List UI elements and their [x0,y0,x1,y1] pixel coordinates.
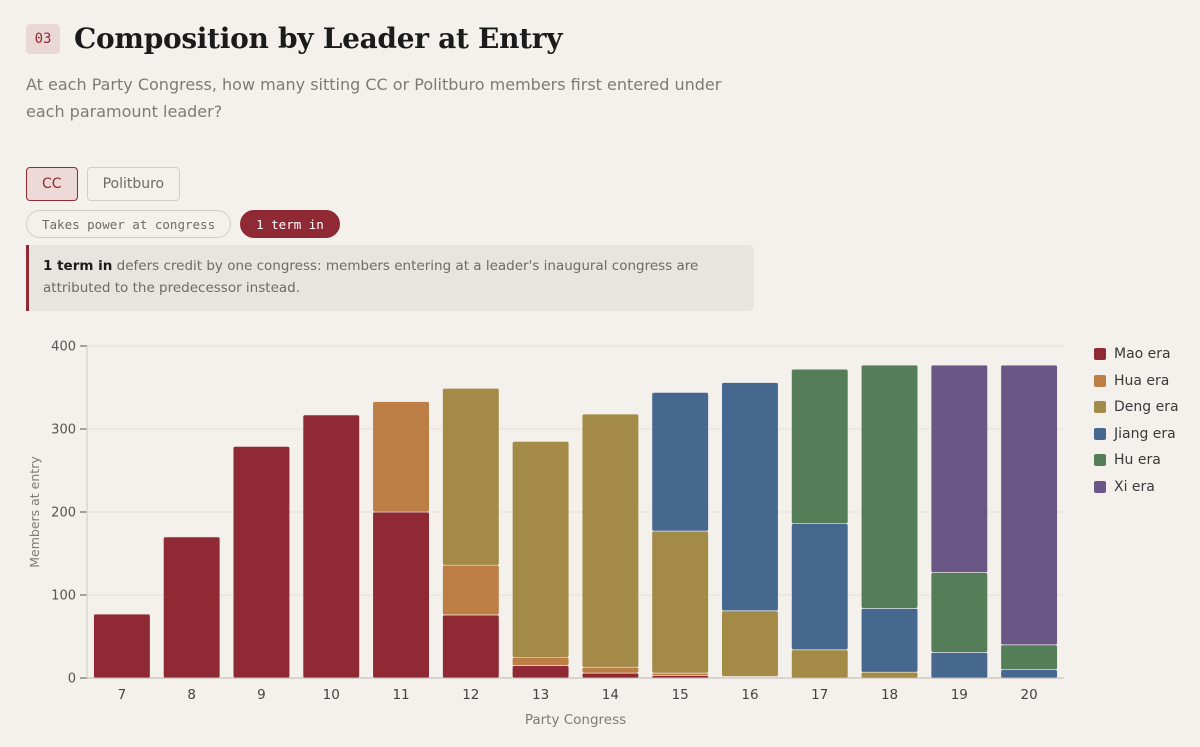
legend-swatch [1094,427,1106,440]
bar-segment-mao-era [372,511,430,679]
bar-segment-jiang-era [651,392,709,532]
bar-segment-hua-era [581,666,639,674]
note-text: defers credit by one congress: members e… [43,258,699,296]
y-axis-title: Members at entry [27,456,42,568]
legend-swatch [1094,401,1106,414]
y-tick-label: 100 [51,589,76,604]
x-tick-label: 7 [118,687,127,703]
bar-segment-mao-era [442,614,500,679]
legend-label: Mao era [1114,346,1171,363]
bar-segment-hua-era [651,672,709,676]
bar-segment-deng-era [442,388,500,566]
bar-segment-deng-era [581,413,639,668]
legend-label: Hua era [1114,372,1170,389]
bar-segment-jiang-era [860,607,919,673]
legend-item-jiang-era: Jiang era [1094,421,1179,448]
bar-segment-deng-era [651,530,709,674]
bar-segment-mao-era [163,536,221,679]
takes-power-pill[interactable]: Takes power at congress [26,210,232,238]
bar-segment-deng-era [860,671,919,679]
legend-swatch [1094,480,1106,493]
body-toggle: CC Politburo [26,167,181,201]
x-tick-label: 19 [951,687,968,703]
bar-segment-mao-era [302,414,360,679]
bar-segment-xi-era [1000,364,1058,646]
bar-segment-hua-era [372,401,430,513]
section-subtitle: At each Party Congress, how many sitting… [26,75,722,121]
bar-segment-hua-era [512,656,570,666]
y-tick-label: 400 [51,340,76,355]
legend-item-deng-era: Deng era [1094,394,1179,421]
x-tick-label: 8 [187,687,196,703]
legend-label: Deng era [1114,399,1179,416]
legend-label: Jiang era [1114,425,1176,442]
x-tick-label: 18 [881,687,898,703]
legend-swatch [1094,348,1106,361]
x-tick-label: 9 [257,687,266,703]
bar-segment-deng-era [512,441,570,658]
section-title: Composition by Leader at Entry [74,22,563,55]
legend-item-mao-era: Mao era [1094,341,1179,368]
legend-item-hu-era: Hu era [1094,447,1179,474]
bar-segment-jiang-era [930,651,988,679]
note-bold-term: 1 term in [43,258,113,274]
legend-item-hua-era: Hua era [1094,368,1179,395]
politburo-button[interactable]: Politburo [86,167,181,201]
bar-segment-mao-era [512,665,570,679]
cc-button[interactable]: CC [26,167,78,201]
section-number-badge: 03 [26,23,60,54]
bar-segment-deng-era [721,610,779,677]
bar-segment-mao-era [93,613,151,679]
bar-segment-hu-era [930,572,988,653]
bar-segment-hu-era [791,368,849,524]
x-tick-label: 20 [1021,687,1038,703]
bar-segment-jiang-era [1000,669,1058,679]
bar-segment-mao-era [232,446,291,679]
bar-segment-hu-era [860,364,919,609]
x-tick-label: 11 [392,687,409,703]
legend-label: Hu era [1114,452,1161,469]
x-tick-label: 15 [672,687,689,703]
bar-segment-hu-era [1000,644,1058,670]
y-tick-label: 300 [51,423,76,438]
x-tick-label: 17 [811,687,828,703]
chart-legend: Mao era Hua era Deng era Jiang era Hu era Xi … [1094,341,1179,500]
y-tick-label: 200 [51,506,76,521]
x-tick-label: 12 [462,687,479,703]
bar-segment-jiang-era [721,382,779,612]
legend-label: Xi era [1114,478,1155,495]
section-header: 03 Composition by Leader at Entry [26,22,563,55]
bar-segment-deng-era [791,649,849,679]
one-term-in-pill[interactable]: 1 term in [240,210,340,238]
legend-item-xi-era: Xi era [1094,474,1179,501]
x-tick-label: 14 [602,687,619,703]
legend-swatch [1094,374,1106,387]
bar-segment-jiang-era [791,523,849,651]
x-tick-label: 13 [532,687,549,703]
x-tick-label: 16 [741,687,758,703]
bar-segment-hua-era [442,564,500,616]
mode-toggle: Takes power at congress 1 term in [26,210,340,238]
bar-segment-mao-era [581,672,639,679]
bar-segment-xi-era [930,364,988,573]
y-tick-label: 0 [68,672,76,687]
x-tick-label: 10 [323,687,340,703]
x-axis-title: Party Congress [525,712,626,728]
mode-explanation-note: 1 term in defers credit by one congress:… [26,245,754,311]
stacked-bar-chart: 0 100 200 300 400 7 8 9 10 11 12 13 14 15 16 17 18 19 20 Pa… [27,340,1064,728]
legend-swatch [1094,454,1106,467]
